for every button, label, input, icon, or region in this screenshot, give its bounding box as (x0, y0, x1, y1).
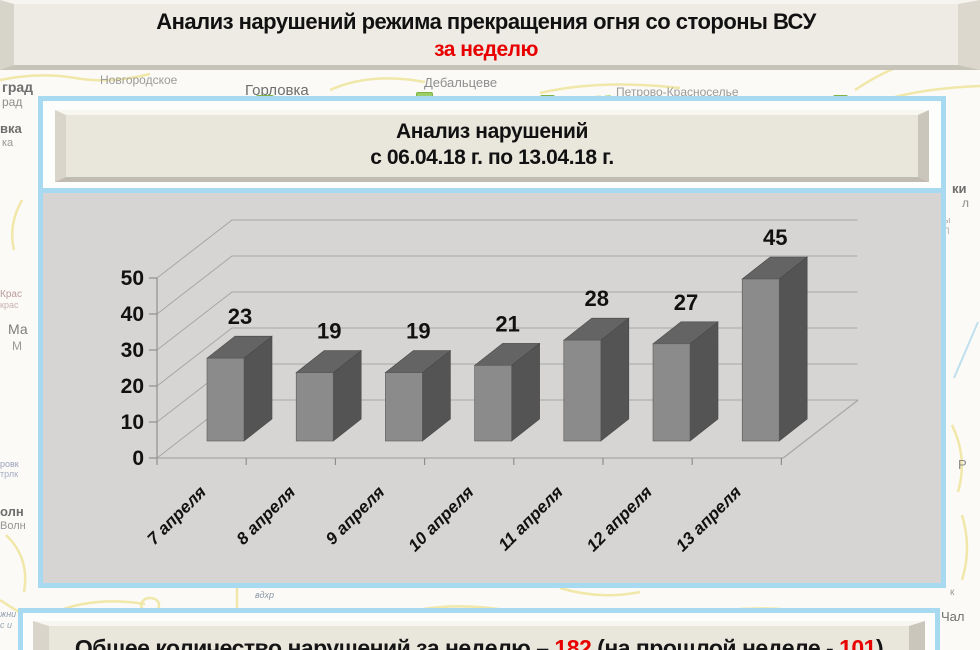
bar-value-label: 27 (674, 290, 698, 315)
bar-group: 23 (206, 304, 273, 442)
bar-group: 19 (295, 319, 363, 442)
map-label: ка (2, 137, 14, 149)
summary-text-segment: (на прошлой неделе - (591, 635, 840, 650)
y-tick-label: 30 (121, 339, 144, 362)
summary-text-segment: Общее количество нарушений за неделю – (74, 635, 555, 650)
gridline (156, 219, 858, 279)
main-subtitle: за неделю (434, 38, 538, 61)
y-tick-label: 20 (121, 375, 144, 398)
map-label: Р (958, 457, 967, 472)
main-title: Анализ нарушений режима прекращения огня… (156, 9, 816, 34)
map-label: трлк (0, 469, 19, 479)
map-label: олн (0, 504, 24, 519)
map-label: Петрово-Красноселье (616, 85, 739, 99)
bar-chart: 0 10 20 30 40 50 23 19 19 21 28 27 45 7 апреля 8 апрел… (43, 193, 941, 583)
chart-panel: Анализ нарушений с 06.04.18 г. по 13.04.… (38, 96, 946, 588)
map-label: Горловка (245, 82, 309, 99)
map-label: крас (0, 300, 19, 310)
map-label: с и (0, 620, 13, 630)
y-tick-label: 10 (121, 411, 144, 434)
y-tick-label: 0 (132, 447, 144, 470)
bar-front-face (385, 372, 423, 442)
summary-value: 101 (839, 635, 876, 650)
map-label: рад (2, 95, 23, 109)
map-label: Дебальцеве (424, 75, 498, 90)
bar-group: 19 (384, 319, 452, 442)
chart-title-box: Анализ нарушений с 06.04.18 г. по 13.04.… (55, 110, 929, 182)
summary-value: 182 (554, 635, 592, 650)
gridline (156, 255, 858, 315)
map-label: жни (0, 609, 17, 619)
bar-side-face (778, 256, 808, 442)
gridline (156, 291, 858, 351)
map-label: град (2, 79, 34, 95)
bar-value-label: 19 (406, 319, 430, 344)
map-river (953, 321, 979, 379)
map-label: ки (952, 181, 967, 196)
map-label: М (12, 339, 22, 353)
bar-value-label: 21 (495, 311, 519, 336)
map-label: ровк (0, 459, 19, 469)
y-tick-label: 50 (121, 267, 144, 290)
bar-group: 21 (473, 311, 541, 442)
floor-right-edge (782, 399, 859, 459)
map-label: Крас (0, 289, 22, 300)
bar-value-label: 19 (317, 319, 341, 344)
bar-front-face (206, 357, 245, 442)
summary-text-segment: ) (875, 635, 884, 650)
map-label: вдхр (255, 590, 274, 600)
header-banner: Анализ нарушений режима прекращения огня… (0, 0, 980, 70)
gridline (156, 327, 858, 387)
bar-value-label: 23 (228, 304, 252, 329)
chart-title-line1: Анализ нарушений (396, 120, 588, 143)
bar-group: 28 (562, 286, 630, 442)
map-label: П (943, 226, 950, 236)
summary-panel: Общее количество нарушений за неделю – 1… (18, 608, 940, 650)
bar-group: 27 (652, 290, 719, 442)
bar-front-face (741, 278, 780, 442)
bar-front-face (563, 339, 602, 442)
bar-front-face (652, 343, 691, 442)
chart-title-section: Анализ нарушений с 06.04.18 г. по 13.04.… (43, 101, 941, 193)
bar-value-label: 45 (763, 225, 787, 250)
map-label: л (962, 196, 970, 210)
bar-front-face (295, 372, 334, 442)
map-label: Новгородское (100, 73, 178, 87)
summary-text: Общее количество нарушений за неделю – 1… (49, 626, 909, 650)
map-label: Волн (0, 520, 26, 532)
bar-group: 45 (741, 225, 809, 442)
map-label: к (950, 587, 955, 598)
bar-value-label: 28 (585, 286, 609, 311)
summary-box: Общее количество нарушений за неделю – 1… (33, 621, 925, 650)
map-label: Ма (8, 321, 28, 337)
y-tick-label: 40 (121, 303, 144, 326)
bar-front-face (474, 365, 512, 442)
map-label: Чал (941, 609, 965, 624)
chart-title-line2: с 06.04.18 г. по 13.04.18 г. (370, 146, 614, 169)
map-label: вка (0, 121, 22, 136)
